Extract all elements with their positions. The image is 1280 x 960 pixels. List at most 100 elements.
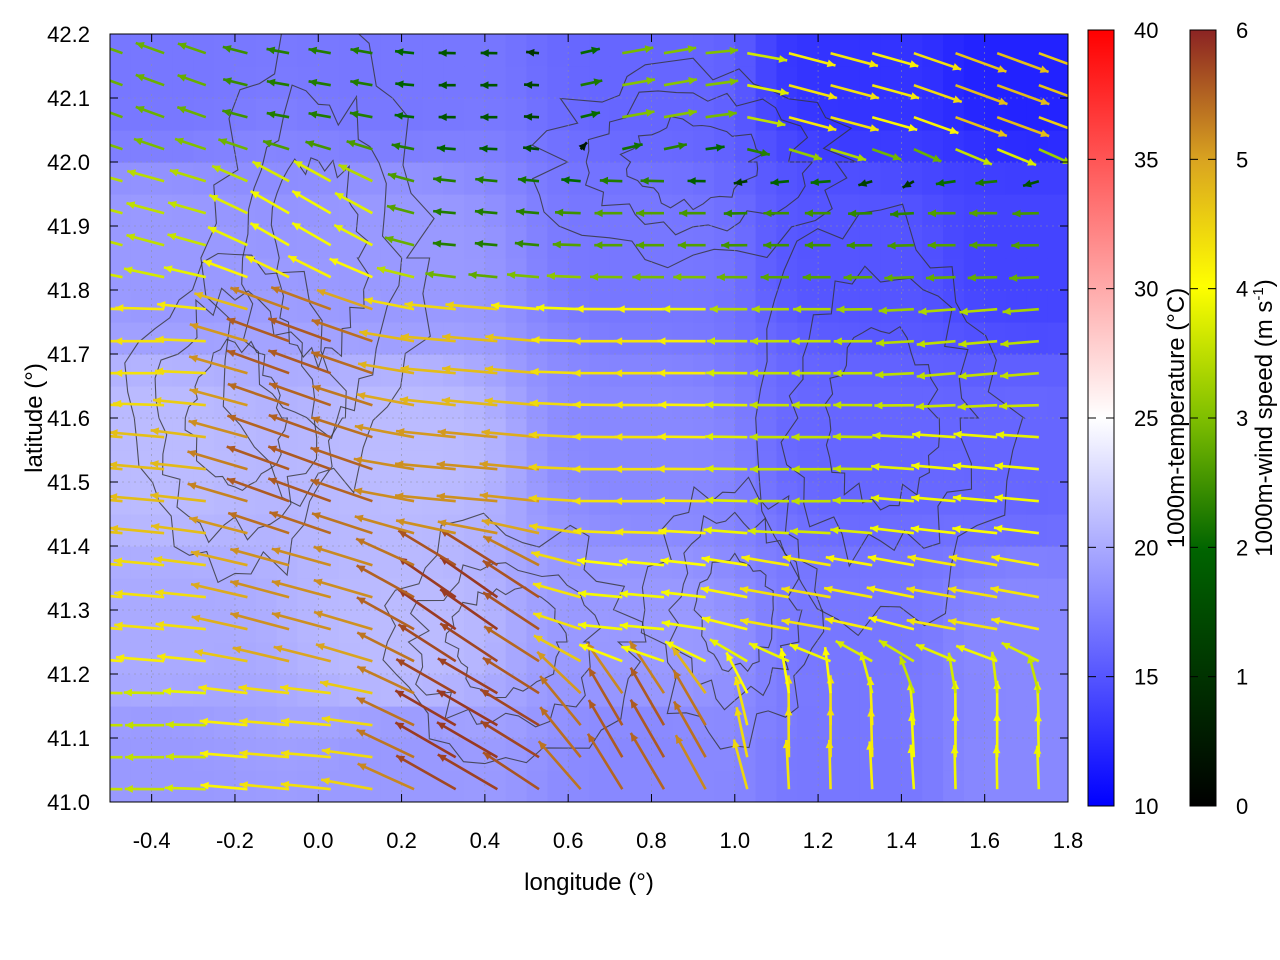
heatmap-cell — [255, 130, 278, 163]
heatmap-cell — [797, 770, 819, 802]
wind-arrow — [599, 176, 623, 185]
wind-arrow — [311, 384, 373, 407]
heatmap-cell — [151, 738, 174, 771]
wind-arrow — [227, 382, 290, 407]
wind-arrow — [913, 51, 962, 71]
heatmap-cell — [838, 98, 861, 131]
wind-arrow — [188, 354, 248, 375]
heatmap-cell — [505, 546, 528, 579]
wind-arrow — [187, 482, 248, 503]
wind-arrow — [514, 239, 540, 248]
heatmap-cell — [838, 578, 861, 611]
x-tick-label: 1.0 — [719, 828, 750, 853]
heatmap-cell — [339, 418, 361, 451]
heatmap-cell — [130, 386, 153, 419]
heatmap-cell — [297, 66, 319, 99]
heatmap-cell — [318, 674, 340, 707]
heatmap-cell — [568, 98, 590, 131]
wind-arrow — [355, 537, 415, 567]
wind-arrow — [700, 585, 748, 599]
heatmap-cell — [151, 770, 174, 802]
heatmap-cell — [151, 130, 174, 163]
heatmap-cell — [963, 386, 986, 419]
wind-arrow — [991, 554, 1040, 567]
wind-arrow — [868, 615, 915, 631]
heatmap-cell — [859, 450, 882, 483]
wind-arrow — [832, 496, 873, 505]
heatmap-cell — [359, 98, 382, 131]
y-tick-label: 41.0 — [47, 790, 90, 815]
heatmap-cell — [380, 706, 403, 739]
wind-arrow — [703, 526, 748, 535]
wind-arrow — [157, 653, 206, 663]
wind-arrow — [114, 369, 165, 378]
heatmap-cell — [547, 290, 569, 323]
heatmap-cell — [484, 674, 507, 707]
heatmap-cell — [297, 642, 319, 675]
heatmap-cell — [297, 418, 319, 451]
wind-arrow — [788, 115, 837, 132]
wind-arrow — [532, 582, 582, 599]
wind-arrow — [267, 445, 332, 471]
heatmap-cell — [838, 162, 861, 195]
heatmap-cell — [984, 258, 1007, 291]
wind-arrow — [857, 179, 873, 187]
heatmap-cell — [713, 450, 736, 483]
temperature-colorbar-tick-label: 25 — [1134, 406, 1158, 431]
wind-arrow — [1038, 51, 1068, 66]
heatmap-cell — [797, 514, 819, 547]
wind-arrow — [953, 430, 998, 439]
wind-arrow — [848, 209, 873, 218]
wind-arrow — [706, 369, 748, 377]
heatmap-cell — [589, 258, 611, 291]
y-axis-label: latitude (°) — [21, 363, 48, 473]
wind-arrow — [167, 200, 207, 215]
wind-arrow — [267, 317, 332, 343]
heatmap-cell — [734, 34, 757, 67]
x-tick-label: 0.0 — [303, 828, 334, 853]
heatmap-cell — [547, 162, 569, 195]
heatmap-cell — [464, 162, 486, 195]
heatmap-cell — [380, 130, 403, 163]
heatmap-cell — [568, 34, 590, 67]
heatmap-cell — [609, 226, 632, 259]
heatmap-cell — [963, 322, 986, 355]
wind-arrow — [867, 554, 915, 567]
heatmap-cell — [589, 130, 611, 163]
wind-arrow — [913, 148, 942, 163]
heatmap-cell — [651, 226, 673, 259]
heatmap-cell — [609, 130, 632, 163]
heatmap-cell — [401, 162, 423, 195]
wind-arrow — [308, 110, 331, 119]
wind-arrow — [394, 460, 456, 471]
heatmap-cell — [318, 162, 340, 195]
wind-arrow — [810, 178, 831, 187]
wind-arrow — [190, 582, 248, 599]
heatmap-cell — [193, 642, 215, 675]
heatmap-cell — [755, 162, 778, 195]
heatmap-cell — [547, 738, 569, 771]
heatmap-cell — [838, 322, 861, 355]
wind-arrow — [580, 110, 601, 119]
wind-arrow — [165, 752, 206, 761]
terrain-contour — [154, 287, 318, 544]
wind-arrow — [438, 49, 456, 57]
wind-colorbar-tick-label: 4 — [1236, 277, 1248, 302]
wind-arrow — [517, 176, 540, 184]
heatmap-cell — [818, 450, 840, 483]
wind-arrow — [789, 527, 831, 536]
heatmap-cell — [297, 98, 319, 131]
wind-arrow — [202, 259, 248, 279]
heatmap-cell — [151, 674, 174, 707]
heatmap-cell — [672, 674, 694, 707]
wind-arrow — [716, 273, 748, 282]
wind-arrow — [884, 273, 914, 282]
terrain-contour — [382, 512, 647, 765]
heatmap-cell — [214, 66, 236, 99]
wind-arrow — [662, 305, 706, 313]
heatmap-cell — [859, 418, 882, 451]
wind-arrow — [310, 446, 373, 471]
wind-arrow — [480, 49, 498, 58]
heatmap-cell — [922, 770, 944, 802]
